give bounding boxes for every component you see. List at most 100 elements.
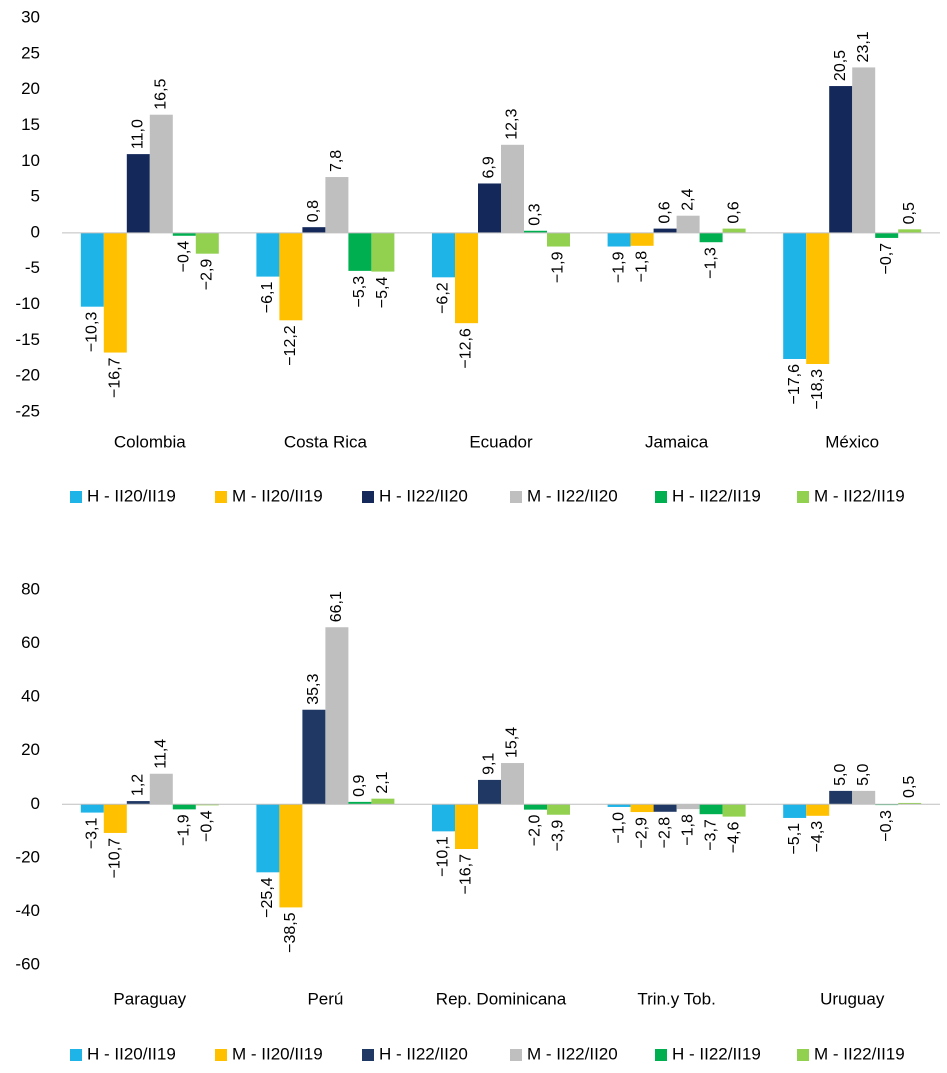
legend-swatch	[215, 1049, 227, 1061]
bar	[898, 802, 922, 805]
legend-swatch	[797, 1049, 809, 1061]
bar	[478, 183, 501, 233]
value-label: −5,1	[786, 823, 803, 855]
value-label: 1,2	[130, 774, 147, 796]
y-tick-label: -40	[15, 901, 40, 920]
bar	[325, 627, 349, 805]
bar	[607, 232, 631, 247]
value-label: 5,0	[855, 764, 872, 786]
value-label: −10,1	[435, 836, 452, 877]
legend-label: H - II22/II20	[379, 486, 468, 505]
value-label: −17,6	[786, 364, 803, 405]
bar	[875, 232, 899, 238]
value-label: 0,5	[901, 776, 918, 798]
y-tick-label: 20	[21, 79, 40, 98]
bar	[722, 228, 746, 233]
value-label: −6,1	[259, 282, 276, 314]
legend-swatch	[70, 1049, 82, 1061]
value-label: −25,4	[259, 877, 276, 918]
bar	[547, 232, 570, 247]
bar	[195, 232, 219, 254]
bar	[302, 709, 326, 805]
bar	[172, 232, 196, 236]
value-label: −4,3	[809, 821, 826, 853]
value-label: 0,3	[527, 203, 544, 225]
value-label: 66,1	[328, 591, 345, 622]
y-tick-label: -15	[15, 330, 40, 349]
bar	[279, 804, 303, 908]
value-label: −12,2	[282, 325, 299, 366]
x-tick-label: México	[825, 432, 879, 451]
bar	[325, 177, 349, 233]
bar	[256, 804, 280, 873]
value-label: −0,3	[878, 810, 895, 842]
value-label: 16,5	[153, 78, 170, 109]
bar	[806, 232, 830, 365]
legend-swatch	[215, 491, 227, 503]
legend-label: M - II22/II19	[814, 1044, 905, 1063]
y-tick-label: 5	[31, 187, 40, 206]
value-label: 0,6	[725, 201, 742, 223]
bar	[432, 232, 455, 278]
x-tick-label: Paraguay	[113, 989, 186, 1008]
bar	[455, 232, 478, 324]
bar	[676, 215, 700, 233]
legend-label: H - II22/II19	[672, 486, 761, 505]
bar	[524, 230, 547, 233]
bar	[852, 67, 876, 233]
value-label: 11,0	[130, 119, 147, 149]
y-tick-label: 20	[21, 740, 40, 759]
value-label: 6,9	[481, 156, 498, 178]
bar	[898, 229, 922, 233]
value-label: 7,8	[328, 150, 345, 172]
bar	[699, 232, 723, 243]
value-label: −2,8	[656, 817, 673, 849]
bar	[256, 232, 280, 277]
value-label: −6,2	[435, 282, 452, 314]
legend-label: M - II22/II20	[527, 1044, 618, 1063]
bar	[195, 804, 219, 806]
bar	[783, 232, 807, 359]
value-label: −2,9	[633, 817, 650, 849]
x-tick-label: Colombia	[114, 432, 186, 451]
value-label: −0,4	[199, 810, 216, 842]
value-label: 2,4	[679, 188, 696, 210]
legend-swatch	[510, 1049, 522, 1061]
value-label: −4,6	[725, 822, 742, 854]
bar	[279, 232, 303, 321]
x-tick-label: Costa Rica	[284, 432, 368, 451]
value-label: −2,0	[527, 815, 544, 847]
bar	[432, 804, 455, 832]
value-label: −18,3	[809, 369, 826, 410]
value-label: 15,4	[504, 727, 521, 758]
legend-swatch	[362, 1049, 374, 1061]
bar	[103, 232, 127, 353]
y-tick-label: 10	[21, 151, 40, 170]
bar	[699, 804, 723, 815]
y-tick-label: 30	[21, 7, 40, 26]
legend-label: M - II20/II19	[232, 1044, 323, 1063]
value-label: −0,4	[176, 241, 193, 273]
y-tick-label: -60	[15, 954, 40, 973]
value-label: 23,1	[855, 31, 872, 62]
value-label: −3,1	[84, 817, 101, 849]
value-label: 20,5	[832, 50, 849, 81]
value-label: −0,7	[878, 243, 895, 275]
value-label: −3,7	[702, 819, 719, 851]
bar	[653, 804, 677, 812]
y-tick-label: 40	[21, 687, 40, 706]
bar	[547, 804, 570, 815]
x-tick-label: Uruguay	[820, 989, 885, 1008]
value-label: −10,7	[107, 838, 124, 879]
bar	[653, 228, 677, 233]
value-label: −16,7	[458, 854, 475, 895]
value-label: −38,5	[282, 912, 299, 953]
legend-label: H - II20/II19	[87, 1044, 176, 1063]
y-tick-label: 80	[21, 579, 40, 598]
bar	[607, 804, 631, 807]
legend-label: H - II22/II20	[379, 1044, 468, 1063]
value-label: −5,3	[351, 276, 368, 308]
x-tick-label: Trin.y Tob.	[637, 989, 715, 1008]
y-tick-label: 0	[31, 794, 40, 813]
x-tick-label: Perú	[307, 989, 343, 1008]
